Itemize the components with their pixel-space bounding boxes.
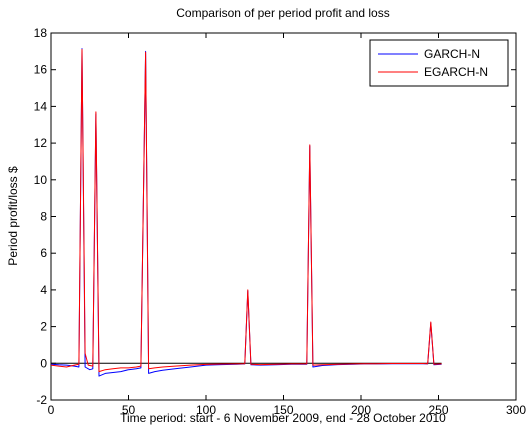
x-tick-label: 300 — [506, 403, 526, 417]
x-tick-label: 50 — [122, 403, 136, 417]
y-tick-label: 12 — [34, 136, 48, 150]
y-tick-label: -2 — [36, 393, 47, 407]
y-tick-label: 4 — [40, 283, 47, 297]
y-tick-label: 14 — [34, 99, 48, 113]
y-tick-label: 6 — [40, 246, 47, 260]
legend-box — [369, 39, 509, 87]
series-line-egarch-n — [50, 49, 442, 373]
y-axis-label: Period profit/loss $ — [6, 166, 20, 266]
chart-title: Comparison of per period profit and loss — [176, 6, 389, 20]
y-tick-label: 8 — [40, 210, 47, 224]
y-tick-label: 16 — [34, 63, 48, 77]
x-tick-label: 250 — [428, 403, 448, 417]
x-axis-label: Time period: start - 6 November 2009, en… — [120, 411, 446, 425]
plot-area: 0 50 100 150 200 250 300-2024681012141618GARCH… — [34, 26, 526, 417]
x-tick-label: 100 — [196, 403, 216, 417]
y-tick-label: 0 — [40, 356, 47, 370]
x-tick-label: 0 — [48, 403, 55, 417]
y-tick-label: 10 — [34, 173, 48, 187]
x-tick-label: 150 — [273, 403, 293, 417]
x-tick-label: 200 — [351, 403, 371, 417]
legend-label: EGARCH-N — [424, 65, 488, 79]
y-tick-label: 18 — [34, 26, 48, 40]
legend-label: GARCH-N — [424, 47, 480, 61]
y-tick-label: 2 — [40, 320, 47, 334]
